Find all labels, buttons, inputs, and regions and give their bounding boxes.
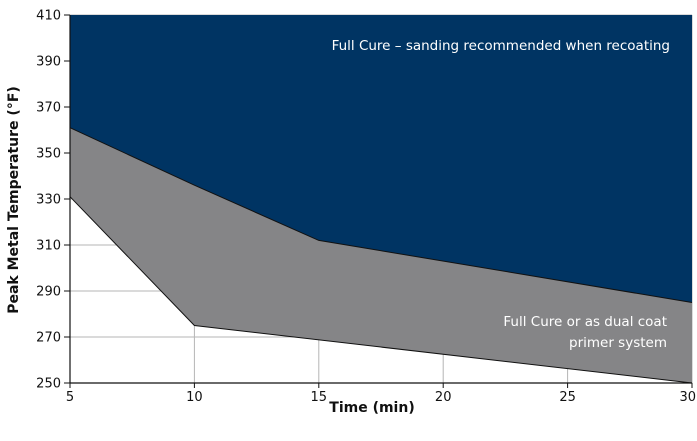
region-labels: Full Cure – sanding recommended when rec… bbox=[332, 38, 670, 351]
y-axis-title: Peak Metal Temperature (°F) bbox=[6, 86, 22, 314]
x-tick-label-30: 30 bbox=[679, 390, 696, 405]
y-tick-label-270: 270 bbox=[36, 331, 61, 346]
x-axis-title: Time (min) bbox=[329, 400, 414, 416]
region-label-full-cure: Full Cure – sanding recommended when rec… bbox=[332, 38, 670, 54]
x-tick-label-15: 15 bbox=[311, 390, 328, 405]
y-tick-label-390: 390 bbox=[36, 55, 61, 70]
y-tick-label-250: 250 bbox=[36, 377, 61, 392]
region-label-dual-coat-line-1: Full Cure or as dual coat bbox=[503, 314, 667, 330]
y-tick-label-310: 310 bbox=[36, 239, 61, 254]
boundary-upper-line bbox=[69, 127, 693, 303]
x-tick-label-10: 10 bbox=[186, 390, 203, 405]
region-layer bbox=[69, 15, 693, 384]
boundary-lower-line bbox=[69, 196, 693, 384]
x-tick-label-20: 20 bbox=[435, 390, 452, 405]
region-dual-coat bbox=[70, 127, 692, 383]
x-tick-label-25: 25 bbox=[559, 390, 576, 405]
region-full-cure bbox=[70, 15, 692, 303]
region-label-dual-coat-line-2: primer system bbox=[569, 335, 667, 351]
y-tick-label-290: 290 bbox=[36, 285, 61, 300]
y-tick-label-350: 350 bbox=[36, 147, 61, 162]
tick-labels: 250 270 290 310 330 350 370 390 410 5 10 15 20 25 30 bbox=[36, 9, 696, 406]
y-tick-label-410: 410 bbox=[36, 9, 61, 24]
axis-layer bbox=[64, 14, 693, 388]
x-tick-label-5: 5 bbox=[66, 390, 74, 405]
y-tick-label-330: 330 bbox=[36, 193, 61, 208]
y-tick-label-370: 370 bbox=[36, 101, 61, 116]
